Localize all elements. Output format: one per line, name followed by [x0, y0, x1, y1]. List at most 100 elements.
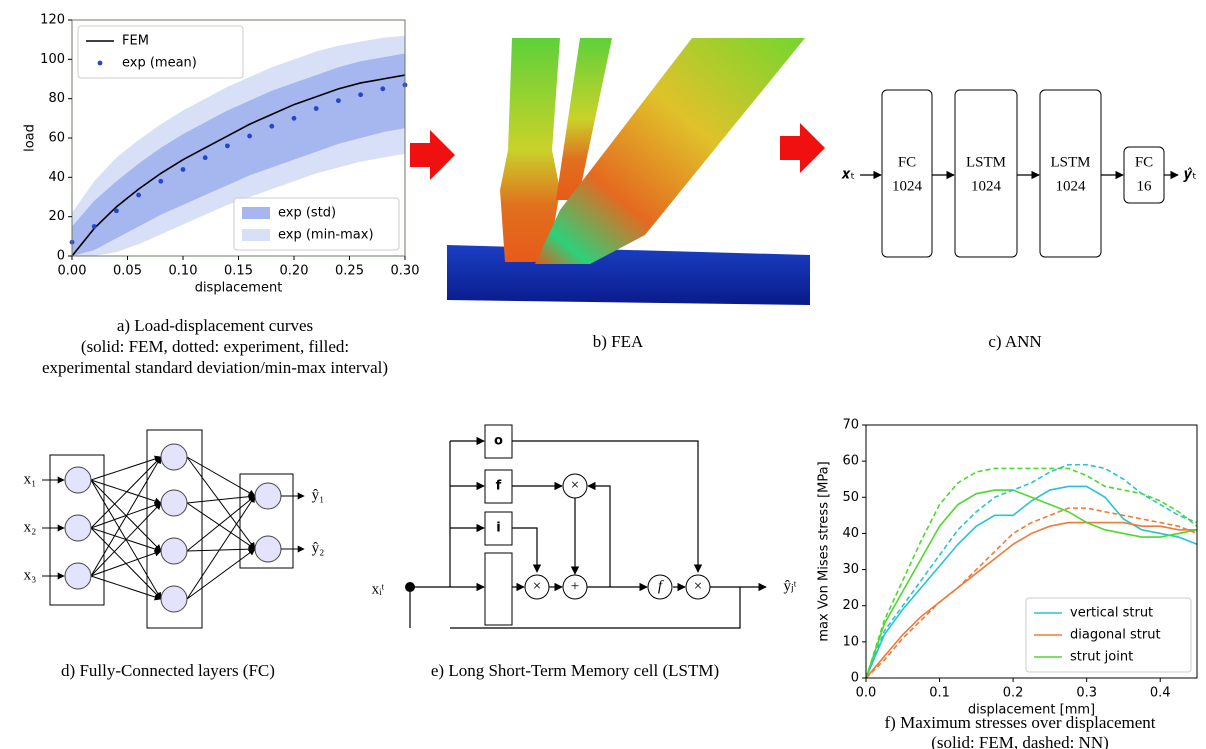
neuron	[160, 443, 188, 471]
y-axis-label: max Von Mises stress [MPa]	[817, 461, 832, 641]
op-label: f	[658, 578, 664, 594]
legend-label: exp (std)	[278, 206, 336, 221]
fc-output: ŷ₁	[312, 487, 325, 503]
edge	[186, 502, 256, 550]
legend-label: vertical strut	[1070, 606, 1153, 621]
gate-label: f	[496, 479, 502, 494]
data-point	[180, 167, 186, 172]
lstm-input: xᵢᵗ	[372, 581, 385, 597]
op-node	[562, 473, 588, 499]
caption: experimental standard deviation/min-max …	[42, 358, 388, 377]
ann-block	[1039, 89, 1102, 258]
caption: a) Load-displacement curves	[117, 316, 313, 335]
y-tick-label: 60	[842, 454, 859, 469]
ann-block-name: FC	[1135, 154, 1153, 170]
ann-block	[954, 89, 1018, 258]
edge	[186, 456, 256, 497]
edge	[90, 455, 162, 481]
gate-box	[484, 469, 513, 504]
caption: (solid: FEM, dotted: experiment, filled:	[81, 337, 349, 356]
fea-plate	[447, 245, 810, 305]
wire	[409, 441, 741, 629]
neuron	[64, 514, 92, 542]
ann-block-name: LSTM	[966, 154, 1006, 170]
edge	[90, 456, 162, 529]
op-label: ×	[533, 578, 541, 594]
series-line	[865, 485, 1198, 679]
legend-box	[233, 197, 400, 251]
edge	[186, 545, 256, 553]
lstm-output: ŷⱼᵗ	[784, 578, 797, 594]
legend-box	[77, 25, 244, 79]
data-point	[158, 178, 164, 184]
y-tick-label: 0	[851, 671, 859, 686]
neuron	[64, 466, 92, 494]
neuron	[254, 482, 282, 510]
caption: f) Maximum stresses over displacement	[885, 713, 1156, 732]
caption: c) ANN	[988, 332, 1041, 351]
neuron	[160, 585, 188, 613]
wire	[587, 481, 611, 587]
series-line	[71, 74, 406, 257]
y-axis-label: load	[23, 124, 38, 152]
data-point	[91, 224, 97, 229]
x-tick-label: 0.30	[391, 264, 420, 279]
fea-diagonal-strut	[535, 38, 805, 264]
edge	[186, 548, 256, 600]
y-tick-label: 50	[842, 490, 859, 505]
op-label: ×	[694, 578, 702, 594]
x-tick-label: 0.10	[169, 264, 198, 279]
data-point	[202, 155, 208, 161]
fea-image	[447, 38, 810, 305]
fc-input: x₃	[24, 567, 37, 583]
input-node	[405, 582, 415, 592]
fc-input: x₂	[24, 519, 37, 535]
arrow	[410, 130, 455, 180]
caption: b) FEA	[593, 332, 644, 351]
edge	[90, 479, 162, 505]
fea-strut	[556, 38, 612, 200]
y-tick-label: 120	[40, 13, 65, 28]
ann-block-name: FC	[898, 154, 916, 170]
x-tick-label: 0.0	[856, 686, 877, 701]
fc-output: ŷ₂	[312, 540, 325, 556]
data-point	[313, 106, 319, 111]
legend-swatch	[242, 207, 270, 219]
op-label: ×	[571, 477, 579, 493]
series-line	[865, 507, 1198, 679]
lstm-wiring	[405, 424, 767, 629]
ann-block-size: 1024	[892, 178, 923, 194]
layer-box	[49, 454, 105, 606]
caption: d) Fully-Connected layers (FC)	[61, 661, 275, 680]
ann-block	[881, 89, 933, 258]
y-tick-label: 40	[48, 170, 65, 185]
series-line	[865, 489, 1198, 679]
data-point	[291, 115, 297, 121]
y-tick-label: 60	[48, 131, 65, 146]
data-point	[269, 123, 275, 129]
gate-label: o	[494, 434, 503, 449]
y-tick-label: 80	[48, 91, 65, 106]
x-tick-label: 0.15	[224, 264, 253, 279]
neuron	[64, 562, 92, 590]
data-point	[136, 192, 142, 198]
wire	[512, 440, 703, 573]
x-tick-label: 0.00	[58, 264, 87, 279]
edge	[186, 495, 256, 552]
y-tick-label: 40	[842, 526, 859, 541]
x-tick-label: 0.25	[335, 264, 364, 279]
fea-vertical-strut	[500, 38, 560, 262]
cell-input-box	[484, 552, 513, 626]
legend-box	[1025, 597, 1192, 673]
legend-label: strut joint	[1070, 650, 1133, 665]
edge	[186, 493, 256, 504]
edge	[90, 502, 162, 577]
ann-block-size: 16	[1137, 178, 1153, 194]
gate-box	[484, 511, 513, 546]
y-tick-label: 100	[40, 52, 65, 67]
legend-label: exp (mean)	[122, 56, 197, 71]
data-point	[336, 98, 341, 104]
edge	[90, 456, 162, 577]
